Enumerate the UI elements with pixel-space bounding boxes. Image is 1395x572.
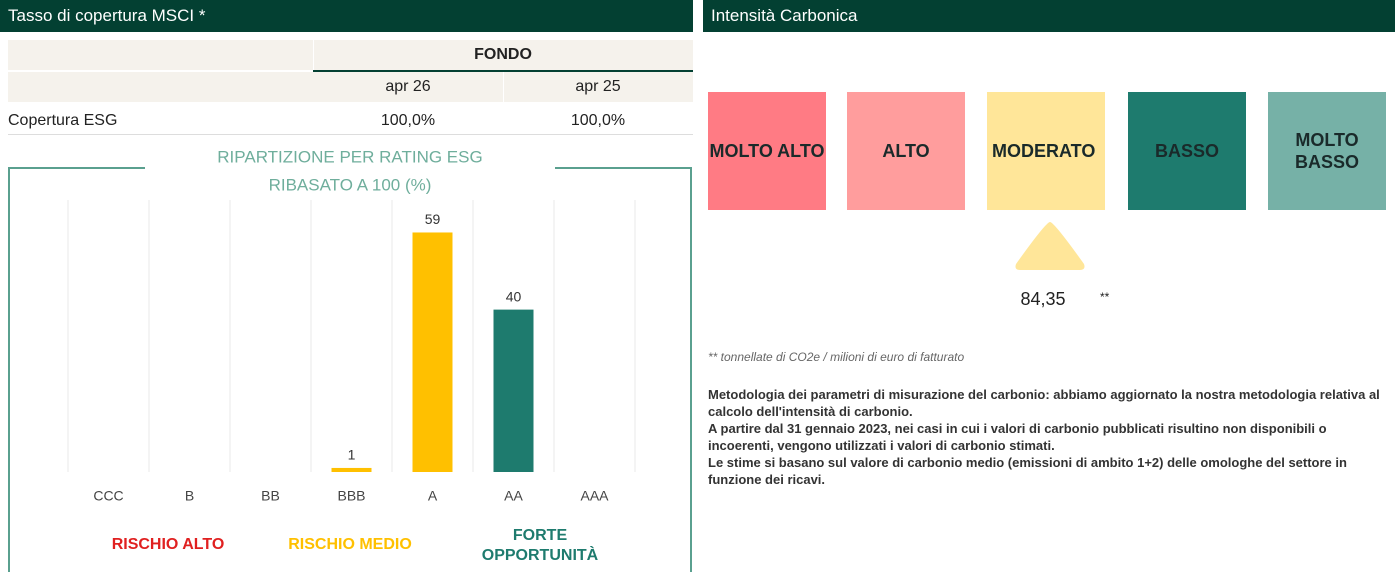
value-label: 40 — [506, 288, 522, 304]
chart-subtitle: RIBASATO A 100 (%) — [269, 175, 432, 194]
panel-title: Intensità Carbonica — [703, 0, 1395, 32]
value-note: ** — [1100, 290, 1110, 304]
table-subheader-row — [8, 72, 693, 102]
rule — [8, 134, 693, 135]
x-tick-label: AAA — [580, 488, 609, 504]
x-tick-label: AA — [504, 488, 523, 504]
bar — [493, 309, 534, 472]
bar — [412, 232, 453, 472]
column-header: apr 25 — [575, 78, 621, 95]
group-label: RISCHIO MEDIO — [288, 536, 412, 553]
group-label: RISCHIO ALTO — [111, 536, 225, 553]
footnote: ** tonnellate di CO2e / milioni di euro … — [708, 350, 965, 364]
cell-value: 100,0% — [570, 112, 626, 129]
rule — [313, 70, 693, 72]
methodology-text: Le stime si basano sul valore di carboni… — [708, 455, 1347, 487]
chart: RIPARTIZIONE PER RATING ESG RIBASATO A 1… — [8, 147, 692, 572]
x-tick-label: BBB — [337, 488, 365, 504]
value-label: 59 — [425, 211, 441, 227]
column-header: apr 26 — [385, 78, 431, 95]
group-label: FORTE OPPORTUNITÀ — [481, 527, 599, 564]
level-box: BASSO — [1128, 92, 1246, 210]
level-box: MODERATO — [987, 92, 1105, 210]
x-tick-label: A — [428, 488, 438, 504]
chart-frame — [8, 167, 692, 572]
indicator — [1015, 222, 1085, 270]
level-box: ALTO — [847, 92, 965, 210]
x-tick-label: CCC — [93, 488, 123, 504]
indicator-triangle — [1015, 222, 1085, 270]
table-header-row — [8, 40, 693, 70]
level-box: MOLTO BASSO — [1268, 92, 1386, 210]
methodology: Metodologia dei parametri di misurazione… — [708, 386, 1388, 488]
carbon-value: 84,35 — [1020, 289, 1066, 309]
chart-title: RIPARTIZIONE PER RATING ESG — [217, 147, 482, 166]
value-label: 1 — [348, 447, 356, 463]
methodology-text: A partire dal 31 gennaio 2023, nei casi … — [708, 421, 1327, 453]
divider — [503, 72, 504, 102]
x-tick-label: BB — [261, 488, 280, 504]
x-tick-label: B — [185, 488, 194, 504]
methodology-text: Metodologia dei parametri di misurazione… — [708, 387, 1380, 419]
panel-title: Tasso di copertura MSCI * — [0, 0, 693, 32]
row-label: Copertura ESG — [8, 112, 118, 129]
cell-value: 100,0% — [380, 112, 436, 129]
level-box: MOLTO ALTO — [708, 92, 826, 210]
group-header: FONDO — [474, 46, 532, 63]
bar — [331, 467, 372, 472]
